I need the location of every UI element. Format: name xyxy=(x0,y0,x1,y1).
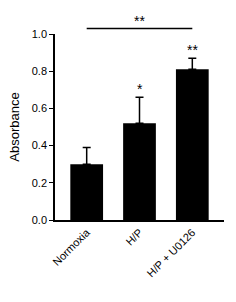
svg-text:1.0: 1.0 xyxy=(32,28,47,40)
svg-text:0.8: 0.8 xyxy=(32,65,47,77)
svg-text:H/P + U0126: H/P + U0126 xyxy=(145,226,198,279)
svg-text:Absorbance: Absorbance xyxy=(7,92,22,161)
svg-text:*: * xyxy=(137,81,143,97)
svg-text:0.4: 0.4 xyxy=(32,139,47,151)
svg-text:H/P: H/P xyxy=(123,226,144,247)
svg-text:Normoxia: Normoxia xyxy=(50,226,92,268)
svg-text:0.2: 0.2 xyxy=(32,177,47,189)
svg-text:**: ** xyxy=(187,42,198,58)
svg-text:0.6: 0.6 xyxy=(32,102,47,114)
svg-text:0.0: 0.0 xyxy=(32,214,47,226)
svg-text:**: ** xyxy=(134,13,145,29)
